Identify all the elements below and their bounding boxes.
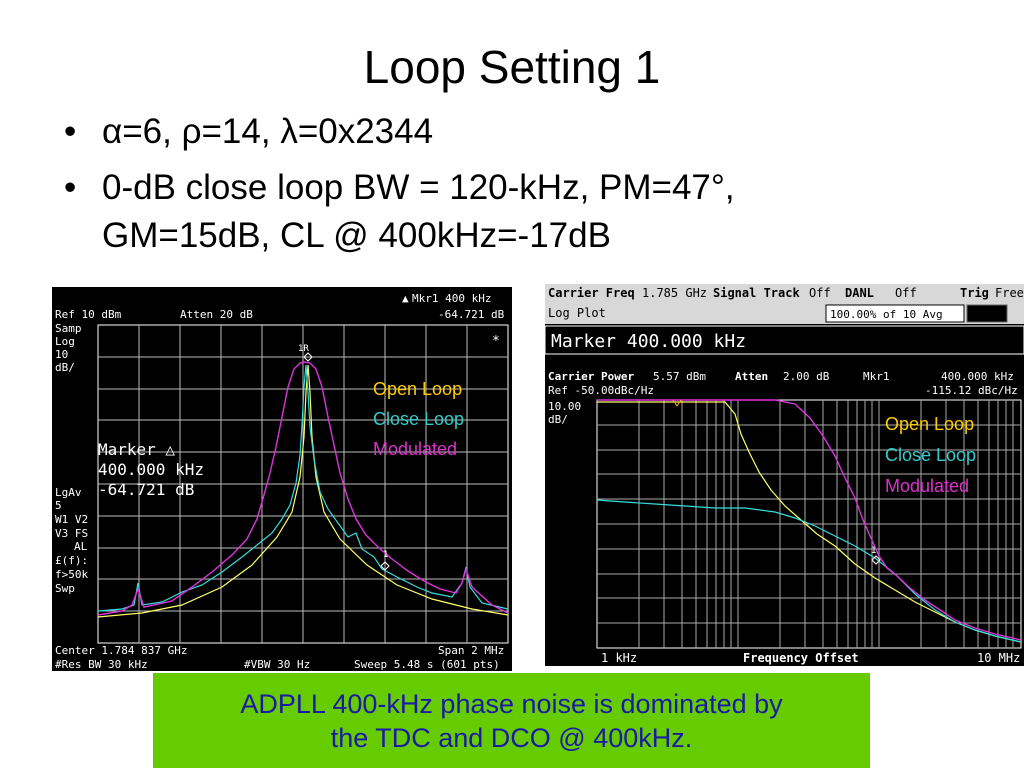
mkr-value: -115.12 dBc/Hz [925,384,1018,397]
reference-tick-icon [672,399,682,407]
bullet-item: • α=6, ρ=14, λ=0x2344 [56,108,996,156]
signal-track-label: Signal Track [713,286,800,300]
side-label: LgAv [55,486,82,499]
marker-bar [544,325,1024,355]
avg-box [825,304,965,323]
spectrum-analyzer-screenshot-left: Mkr1 400 kHz ▲ Ref 10 dBm Atten 20 dB -6… [52,287,512,671]
danl-value: Off [895,286,917,300]
legend: Open Loop Close Loop Modulated [885,414,976,496]
danl-label: DANL [845,286,874,300]
side-label: W1 V2 [55,513,88,526]
side-label: 10 [55,348,68,361]
trig-label: Trig [960,286,989,300]
avg-value: 100.00% of 10 Avg [830,308,943,321]
side-label: AL [74,540,88,553]
delta-icon: ▲ [402,292,409,305]
legend-close-loop: Close Loop [885,445,976,465]
caption-box: ADPLL 400-kHz phase noise is dominated b… [153,673,870,768]
spectrum-plot-left: Mkr1 400 kHz ▲ Ref 10 dBm Atten 20 dB -6… [55,292,509,671]
x-axis-label: Frequency Offset [743,651,859,665]
phase-noise-plot-right: Carrier Freq 1.785 GHz Signal Track Off … [544,284,1024,665]
slide-title: Loop Setting 1 [363,41,661,93]
mkr-label: Mkr1 [863,370,890,383]
avg-indicator [966,304,1008,323]
bullet-list: • α=6, ρ=14, λ=0x2344 • 0-dB close loop … [56,108,996,260]
carrier-power-label: Carrier Power [548,370,634,383]
side-label: V3 FS [55,527,88,540]
caption-line: the TDC and DCO @ 400kHz. [330,723,693,753]
bullet-text-continued: GM=15dB, CL @ 400kHz=-17dB [102,216,611,255]
marker-tag: 1 [383,550,388,560]
open-loop-trace [97,364,509,618]
scale-value: 10.00 [548,400,581,413]
side-label: Swp [55,582,75,595]
marker-readout-value: -64.721 dB [98,480,194,499]
marker-diamond-icon [303,352,313,362]
trig-value: Free [995,286,1024,300]
carrier-freq-value: 1.785 GHz [642,286,707,300]
open-loop-trace [597,401,1022,643]
vbw: #VBW 30 Hz [244,658,310,671]
marker-diamond-icon [871,555,881,565]
sweep: Sweep 5.48 s (601 pts) [354,658,500,671]
x-start-label: 1 kHz [601,651,637,665]
mkr-freq: 400.000 kHz [941,370,1014,383]
marker-bar-text: Marker 400.000 kHz [551,331,746,352]
mkr-value: -64.721 dB [438,308,505,321]
x-axis-footer: 1 kHz Frequency Offset 10 MHz [601,651,1020,665]
marker-diamond-icon [380,561,390,571]
attenuation: Atten 20 dB [180,308,253,321]
marker-readout-freq: 400.000 kHz [98,460,204,479]
legend: Open Loop Close Loop Modulated [373,379,464,459]
atten-value: 2.00 dB [783,370,830,383]
side-label: £(f): [55,554,88,567]
side-label: 5 [55,499,62,512]
side-label: Samp [55,322,82,335]
asterisk-indicator: * [492,334,500,349]
info-lines: Carrier Power 5.57 dBm Atten 2.00 dB Mkr… [548,370,1018,426]
status-row-1: Carrier Freq 1.785 GHz Signal Track Off … [548,286,1024,300]
footer: Center 1.784 837 GHz Span 2 MHz #Res BW … [55,644,504,671]
ref-level: Ref 10 dBm [55,308,122,321]
x-end-label: 10 MHz [977,651,1020,665]
span: Span 2 MHz [438,644,504,657]
legend-modulated: Modulated [885,476,969,496]
modulated-trace [97,361,509,616]
ref-level: Ref -50.00dBc/Hz [548,384,654,397]
close-loop-trace [596,499,1022,643]
bullet-marker: • [64,112,77,151]
legend-open-loop: Open Loop [885,414,974,434]
caption-line: ADPLL 400-kHz phase noise is dominated b… [240,689,783,719]
marker-tag-peak: 1R [298,344,309,354]
bullet-marker: • [64,168,77,207]
scale-unit: dB/ [548,413,568,426]
side-label: dB/ [55,361,75,374]
res-bw: #Res BW 30 kHz [55,658,148,671]
bullet-text: 0-dB close loop BW = 120-kHz, PM=47°, [102,168,735,207]
marker-readout: Marker △ 400.000 kHz -64.721 dB [98,440,204,499]
legend-close-loop: Close Loop [373,409,464,429]
side-labels: Samp Log 10 dB/ LgAv 5 W1 V2 V3 FS AL £(… [55,322,88,595]
legend-open-loop: Open Loop [373,379,462,399]
side-label: Log [55,335,75,348]
log-plot-label: Log Plot [548,306,606,320]
legend-modulated: Modulated [373,439,457,459]
bullet-text: α=6, ρ=14, λ=0x2344 [102,112,434,151]
signal-track-value: Off [809,286,831,300]
modulated-trace [597,399,1022,641]
phase-noise-screenshot-right: Carrier Freq 1.785 GHz Signal Track Off … [544,284,1024,666]
mkr-header: Mkr1 400 kHz [412,292,491,305]
atten-label: Atten [735,370,768,383]
marker-readout-label: Marker △ [98,440,175,459]
center-freq: Center 1.784 837 GHz [55,644,187,657]
bullet-item: • 0-dB close loop BW = 120-kHz, PM=47°, … [56,164,996,260]
carrier-freq-label: Carrier Freq [548,286,635,300]
side-label: f>50k [55,568,88,581]
carrier-power-value: 5.57 dBm [653,370,706,383]
marker-tag: 1 [871,546,876,556]
